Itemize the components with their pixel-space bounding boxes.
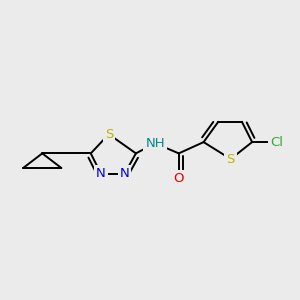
Text: N: N: [120, 167, 130, 180]
Text: S: S: [105, 128, 113, 141]
Text: N: N: [96, 167, 106, 180]
Text: Cl: Cl: [270, 136, 284, 148]
Text: S: S: [226, 152, 235, 166]
Text: O: O: [173, 172, 184, 185]
Text: NH: NH: [145, 137, 165, 150]
